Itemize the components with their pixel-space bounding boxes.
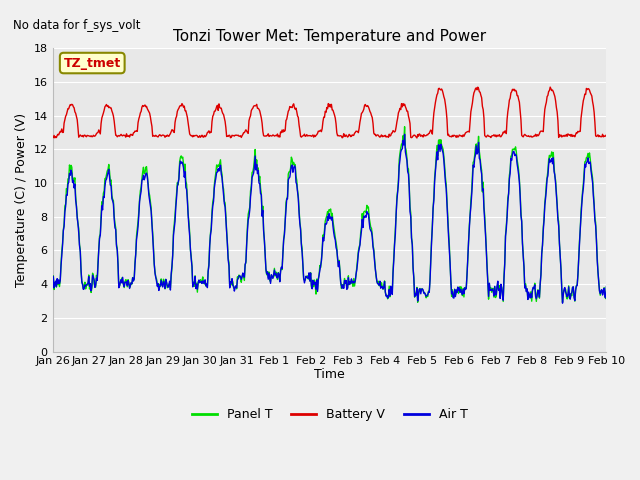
Title: Tonzi Tower Met: Temperature and Power: Tonzi Tower Met: Temperature and Power: [173, 29, 486, 44]
Text: No data for f_sys_volt: No data for f_sys_volt: [13, 19, 140, 32]
X-axis label: Time: Time: [314, 368, 345, 381]
Text: TZ_tmet: TZ_tmet: [63, 57, 121, 70]
Legend: Panel T, Battery V, Air T: Panel T, Battery V, Air T: [186, 403, 472, 426]
Y-axis label: Temperature (C) / Power (V): Temperature (C) / Power (V): [15, 113, 28, 287]
